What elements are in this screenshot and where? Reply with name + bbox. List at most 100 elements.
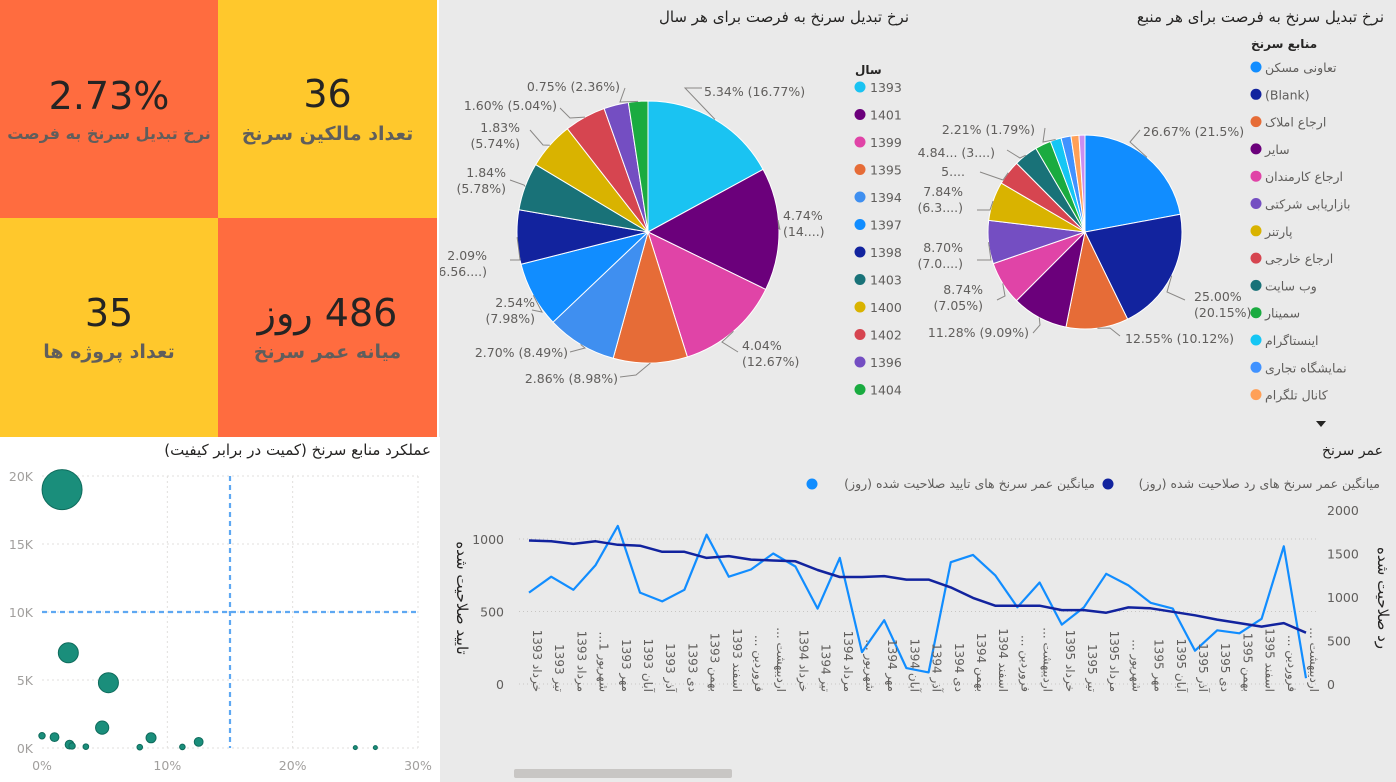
scatter-chart[interactable]: 0% 10% 20% 30% 0K 5K 10K 15K 20K	[0, 462, 437, 780]
legend-label: پارتنر	[1264, 224, 1293, 240]
y-tick-label: 0K	[17, 741, 34, 756]
legend-marker[interactable]	[1250, 334, 1262, 346]
legend-label: اینستاگرام	[1265, 333, 1319, 349]
pie-data-label: (7.0....)	[917, 256, 963, 271]
legend-label: 1398	[870, 245, 902, 260]
kpi-value: 486 روز	[257, 290, 398, 335]
legend-label: سمینار	[1264, 306, 1300, 322]
scatter-point[interactable]	[352, 745, 358, 751]
x-category-label: مرداد 1393	[573, 631, 588, 692]
pie-data-label: 2.09%	[447, 248, 487, 263]
scatter-point[interactable]	[49, 732, 60, 743]
legend-marker[interactable]	[1250, 61, 1262, 73]
scatter-title: عملکرد منابع سرنخ (کمیت در برابر کیفیت)	[164, 441, 431, 459]
legend-marker[interactable]	[854, 246, 866, 258]
pie-data-label: 12.55% (10.12%)	[1125, 331, 1234, 346]
legend-marker[interactable]	[1250, 225, 1262, 237]
pie-slice[interactable]	[1078, 134, 1086, 233]
pie-slice[interactable]	[1084, 134, 1181, 233]
legend-marker[interactable]	[854, 109, 866, 120]
legend-marker[interactable]	[1250, 307, 1262, 319]
pie-data-label: 8.70%	[923, 240, 963, 255]
legend-marker[interactable]	[854, 136, 866, 148]
scatter-point[interactable]	[82, 743, 90, 750]
pie-leader-line	[509, 179, 526, 187]
pie-data-label: 11.28% (9.09%)	[928, 325, 1029, 340]
pie-data-label: 4.04%	[742, 338, 782, 353]
scatter-point[interactable]	[57, 642, 79, 664]
pie-year-chart[interactable]: 5.34% (16.77%) 4.74%(14....) 4.04%(12.67%)…	[440, 30, 920, 435]
scatter-point[interactable]	[145, 732, 157, 744]
scatter-point[interactable]	[136, 743, 144, 751]
scatter-point[interactable]	[41, 469, 83, 511]
legend-marker[interactable]	[854, 301, 866, 313]
legend-marker[interactable]	[854, 81, 866, 93]
kpi-median-age[interactable]: 486 روز میانه عمر سرنخ	[218, 218, 437, 437]
legend-marker[interactable]	[1250, 170, 1262, 182]
legend-label: 1404	[870, 383, 902, 398]
scatter-point[interactable]	[372, 745, 378, 751]
y-tick-label: 20K	[9, 469, 34, 484]
legend-marker[interactable]	[854, 191, 866, 203]
legend-marker[interactable]	[854, 329, 866, 340]
legend-marker[interactable]	[854, 356, 866, 368]
legend-label: 1402	[870, 328, 902, 343]
kpi-project-count[interactable]: 35 تعداد پروژه ها	[0, 218, 218, 437]
pie-source-chart[interactable]: 26.67% (21.5%) 25.00%(20.15%) 12.55% (10.1…	[915, 30, 1395, 435]
pie-data-label: 0.75% (2.36%)	[527, 79, 620, 94]
legend-label: 1395	[870, 163, 902, 178]
legend-marker[interactable]	[1250, 252, 1262, 264]
pie-slice[interactable]	[647, 100, 764, 233]
legend-marker[interactable]	[854, 274, 866, 285]
x-category-label: تیر 1394	[818, 644, 833, 692]
pie-leader-line	[721, 330, 739, 353]
right-tick-label: 1000	[1327, 590, 1359, 605]
kpi-value: 36	[303, 72, 352, 117]
x-category-label: آذر 1394	[929, 643, 945, 693]
legend-scroll-down-icon[interactable]	[1316, 421, 1326, 427]
scatter-point[interactable]	[179, 743, 186, 751]
horizontal-scrollbar[interactable]	[514, 769, 732, 778]
legend-marker[interactable]	[1250, 198, 1262, 209]
legend-marker[interactable]	[1250, 88, 1262, 100]
scatter-point[interactable]	[38, 732, 46, 740]
pie-slice[interactable]	[1084, 213, 1183, 320]
scatter-point[interactable]	[193, 736, 204, 747]
legend-marker[interactable]	[854, 219, 866, 230]
pie-slice[interactable]	[647, 231, 767, 358]
legend-marker[interactable]	[806, 478, 818, 490]
scatter-point[interactable]	[97, 672, 119, 694]
x-tick-label: 10%	[153, 758, 181, 773]
line-title: عمر سرنخ	[1321, 443, 1383, 459]
legend-marker[interactable]	[1250, 389, 1262, 401]
pie-data-label: (7.05%)	[934, 298, 983, 313]
kpi-owner-count[interactable]: 36 تعداد مالکین سرنخ	[218, 0, 437, 218]
line-chart[interactable]: میانگین عمر سرنخ های رد صلاحیت شده (روز)…	[440, 462, 1396, 782]
pie-leader-line	[1006, 149, 1026, 159]
right-tick-label: 500	[1327, 634, 1351, 649]
legend-label: 1393	[870, 80, 902, 95]
legend-marker[interactable]	[854, 164, 866, 175]
pie-leader-line	[619, 362, 651, 378]
scatter-point[interactable]	[68, 742, 76, 750]
kpi-conversion-rate[interactable]: 2.73% نرخ تبدیل سرنخ به فرصت	[0, 0, 218, 218]
legend-marker[interactable]	[1250, 116, 1262, 128]
x-category-label: مهر 1393	[618, 639, 633, 692]
bottom-white-strip	[437, 437, 440, 782]
left-tick-label: 0	[496, 677, 504, 692]
scatter-point[interactable]	[95, 720, 110, 735]
series-line[interactable]	[528, 524, 1308, 679]
legend-marker[interactable]	[1250, 279, 1262, 291]
series-line[interactable]	[528, 539, 1307, 634]
pie-data-label: 2.21% (1.79%)	[942, 122, 1035, 137]
x-category-label: شهریور 1...	[596, 632, 611, 692]
x-category-label: فروردین ...	[751, 635, 766, 692]
legend-marker[interactable]	[1102, 478, 1114, 490]
x-category-label: بهمن 1393	[707, 633, 722, 692]
legend-marker[interactable]	[1250, 361, 1262, 373]
x-category-label: شهریور ...	[862, 639, 877, 692]
legend-marker[interactable]	[854, 384, 866, 395]
legend-marker[interactable]	[1250, 143, 1262, 155]
kpi-value: 35	[84, 290, 134, 335]
x-category-label: دی 1394	[952, 643, 966, 692]
